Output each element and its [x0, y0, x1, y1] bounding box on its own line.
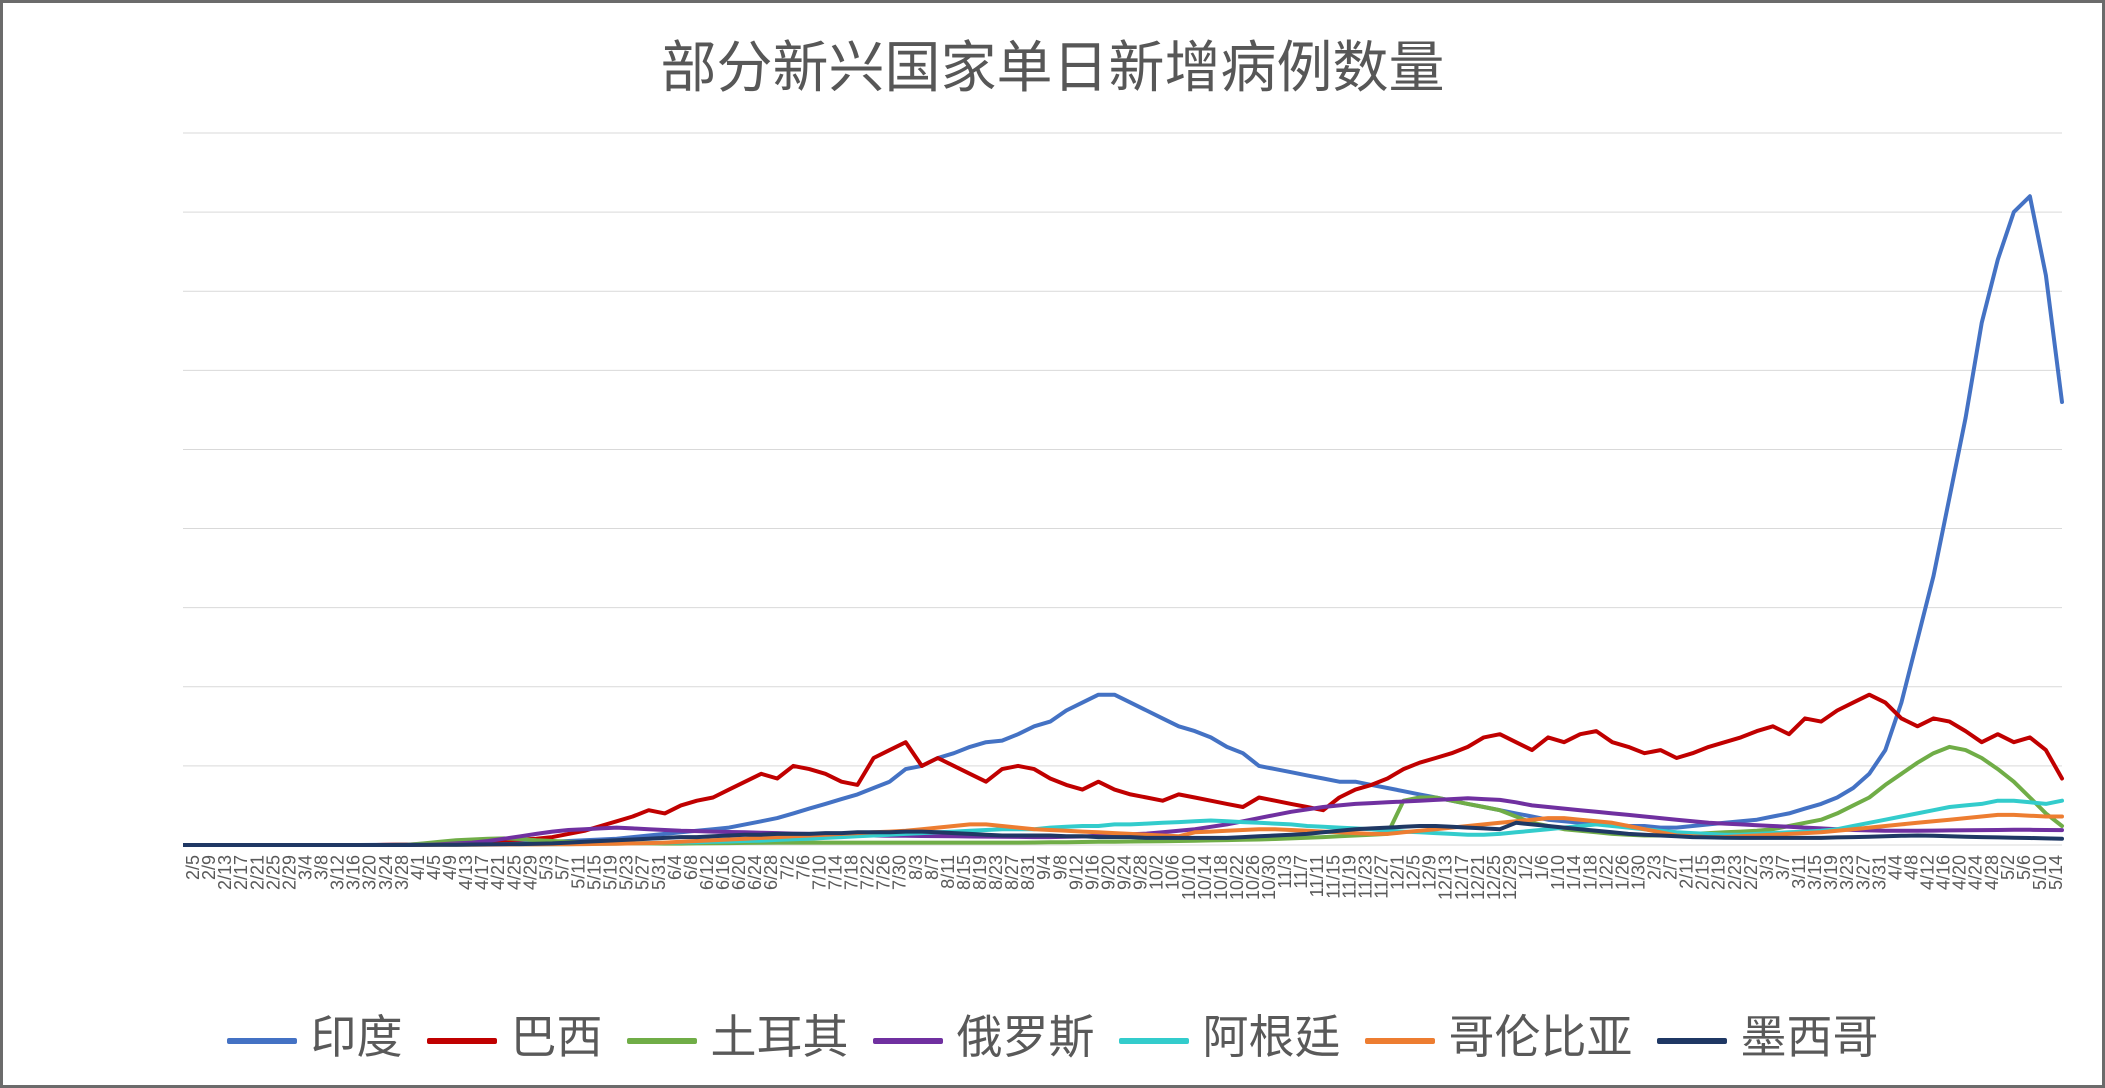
legend-swatch [427, 1038, 497, 1044]
legend-swatch [1365, 1038, 1435, 1044]
legend-swatch [873, 1038, 943, 1044]
legend-label: 土耳其 [711, 1011, 849, 1063]
legend-swatch [227, 1038, 297, 1044]
legend-label: 墨西哥 [1741, 1011, 1879, 1063]
legend-item: 哥伦比亚 [1365, 1001, 1633, 1067]
legend-item: 阿根廷 [1119, 1001, 1341, 1067]
legend-item: 土耳其 [627, 1001, 849, 1067]
chart-container: 部分新兴国家单日新增病例数量 0500001000001500002000002… [0, 0, 2105, 1088]
legend-swatch [1119, 1038, 1189, 1044]
x-tick-label: 5/14 [2046, 855, 2066, 890]
legend-swatch [1657, 1038, 1727, 1044]
legend-label: 巴西 [511, 1011, 603, 1063]
series-土耳其 [183, 747, 2062, 845]
legend-label: 阿根廷 [1203, 1011, 1341, 1063]
chart-title: 部分新兴国家单日新增病例数量 [3, 23, 2102, 104]
legend-item: 印度 [227, 1001, 403, 1067]
chart-svg: 0500001000001500002000002500003000003500… [183, 123, 2072, 915]
legend-swatch [627, 1038, 697, 1044]
legend-label: 哥伦比亚 [1449, 1011, 1633, 1063]
legend: 印度 巴西 土耳其 俄罗斯 阿根廷 哥伦比亚 墨西哥 [3, 1001, 2102, 1067]
legend-item: 俄罗斯 [873, 1001, 1095, 1067]
legend-item: 巴西 [427, 1001, 603, 1067]
legend-label: 印度 [311, 1011, 403, 1063]
legend-label: 俄罗斯 [957, 1011, 1095, 1063]
series-印度 [183, 196, 2062, 845]
legend-item: 墨西哥 [1657, 1001, 1879, 1067]
plot-area: 0500001000001500002000002500003000003500… [183, 123, 2072, 915]
